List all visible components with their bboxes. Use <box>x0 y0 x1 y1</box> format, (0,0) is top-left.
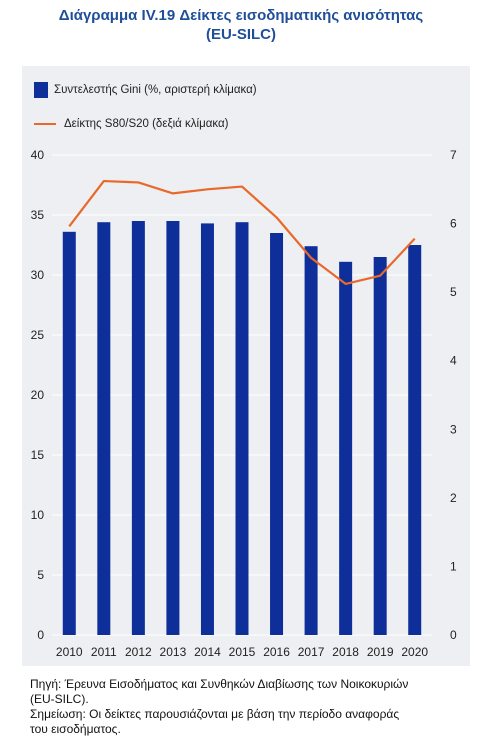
y-right-tick-label: 7 <box>450 148 457 162</box>
bar-gini <box>166 221 180 635</box>
y-right-tick-label: 0 <box>450 628 457 642</box>
legend-item-s80s20: Δείκτης S80/S20 (δεξιά κλίμακα) <box>34 118 228 130</box>
chart-title: Διάγραμμα IV.19 Δείκτες εισοδηματικής αν… <box>0 6 482 44</box>
y-left-tick-label: 0 <box>37 628 44 642</box>
x-tick-label: 2011 <box>91 645 117 659</box>
x-tick-label: 2013 <box>160 645 187 659</box>
legend-line-swatch <box>34 123 56 125</box>
note-line-2: του εισοδήματος. <box>30 722 121 736</box>
source-line-1: Πηγή: Έρευνα Εισοδήματος και Συνθηκών Δι… <box>30 677 409 691</box>
x-tick-label: 2019 <box>367 645 394 659</box>
legend-label-gini: Συντελεστής Gini (%, αριστερή κλίμακα) <box>54 84 257 96</box>
bar-gini <box>200 223 214 635</box>
chart-title-line-1: Διάγραμμα IV.19 Δείκτες εισοδηματικής αν… <box>58 7 424 24</box>
x-tick-label: 2015 <box>229 645 256 659</box>
x-tick-label: 2020 <box>401 645 428 659</box>
note-line-1: Σημείωση: Οι δείκτες παρουσιάζονται με β… <box>30 707 400 721</box>
y-left-tick-label: 20 <box>31 388 45 402</box>
y-left-tick-label: 35 <box>31 208 45 222</box>
x-tick-label: 2012 <box>125 645 152 659</box>
chart-title-line-2: (EU-SILC) <box>206 26 276 43</box>
chart-notes: Πηγή: Έρευνα Εισοδήματος και Συνθηκών Δι… <box>30 677 470 737</box>
y-right-tick-label: 1 <box>450 559 457 573</box>
y-right-tick-label: 4 <box>450 354 457 368</box>
y-right-tick-label: 3 <box>450 422 457 436</box>
y-right-tick-label: 5 <box>450 285 457 299</box>
x-tick-label: 2010 <box>56 645 83 659</box>
y-left-tick-label: 30 <box>31 268 45 282</box>
bar-gini <box>97 222 111 635</box>
y-left-tick-label: 25 <box>31 328 45 342</box>
source-line-2: (EU-SILC). <box>30 692 89 706</box>
x-tick-label: 2014 <box>194 645 221 659</box>
legend-label-s80s20: Δείκτης S80/S20 (δεξιά κλίμακα) <box>64 118 229 130</box>
x-tick-label: 2017 <box>298 645 325 659</box>
bar-gini <box>270 233 284 635</box>
bar-gini <box>235 222 249 635</box>
bar-gini <box>339 261 353 635</box>
y-left-tick-label: 5 <box>37 568 44 582</box>
y-right-tick-label: 6 <box>450 217 457 231</box>
y-right-tick-label: 2 <box>450 491 457 505</box>
y-left-tick-label: 40 <box>31 148 45 162</box>
y-left-tick-label: 15 <box>31 448 45 462</box>
x-tick-label: 2016 <box>263 645 290 659</box>
legend-bar-swatch <box>34 82 48 98</box>
legend-item-gini: Συντελεστής Gini (%, αριστερή κλίμακα) <box>34 82 257 98</box>
bar-gini <box>408 245 422 635</box>
bar-gini <box>304 246 318 635</box>
bar-gini <box>62 231 76 636</box>
y-left-tick-label: 10 <box>31 508 45 522</box>
bar-gini <box>373 257 387 635</box>
x-tick-label: 2018 <box>332 645 359 659</box>
bar-gini <box>131 221 145 635</box>
